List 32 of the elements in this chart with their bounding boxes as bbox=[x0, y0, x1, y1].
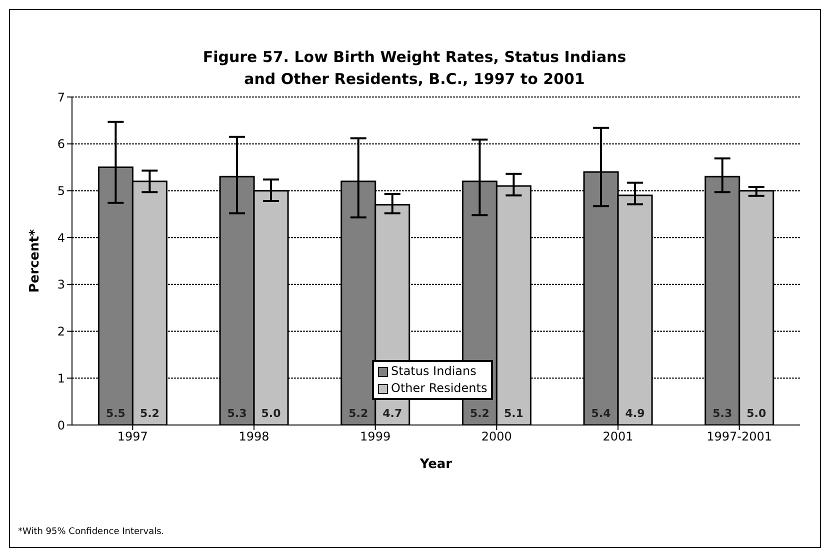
x-tick-label: 2000 bbox=[481, 430, 512, 444]
data-label: 4.7 bbox=[382, 407, 402, 420]
data-label: 5.3 bbox=[712, 407, 732, 420]
data-label: 5.2 bbox=[470, 407, 490, 420]
data-label: 5.4 bbox=[591, 407, 612, 420]
data-label: 4.9 bbox=[625, 407, 645, 420]
data-label: 5.3 bbox=[227, 407, 247, 420]
x-tick-label: 2001 bbox=[602, 430, 634, 444]
x-tick-label: 1998 bbox=[238, 430, 270, 444]
data-label: 5.2 bbox=[140, 407, 160, 420]
x-tick-label: 1999 bbox=[360, 430, 391, 444]
y-tick-label: 5 bbox=[57, 184, 65, 198]
y-tick-label: 2 bbox=[57, 324, 65, 339]
data-label: 5.5 bbox=[106, 407, 126, 420]
legend-label: Status Indians bbox=[390, 363, 478, 380]
y-tick-label: 6 bbox=[57, 137, 65, 152]
y-tick-label: 3 bbox=[57, 278, 65, 292]
x-axis-title: Year bbox=[418, 457, 453, 472]
data-label: 5.1 bbox=[504, 407, 524, 420]
legend-label: Other Residents bbox=[390, 380, 488, 397]
y-tick-label: 1 bbox=[57, 371, 65, 386]
y-tick-label: 7 bbox=[57, 90, 65, 104]
x-tick-label: 1997 bbox=[117, 430, 148, 444]
y-tick-label: 4 bbox=[57, 230, 65, 245]
y-axis-title: Percent* bbox=[28, 229, 43, 293]
chart-title: Figure 57. Low Birth Weight Rates, Status Indians and Other Residents, B.C., 1997 to 2001 bbox=[202, 47, 628, 90]
text: *With 95% Confidence Intervals. bbox=[18, 527, 164, 537]
data-label: 5.0 bbox=[746, 407, 766, 420]
data-label: 5.0 bbox=[261, 407, 282, 420]
x-tick-label: 1997-2001 bbox=[706, 430, 772, 444]
y-tick-label: 0 bbox=[57, 418, 65, 432]
data-label: 5.2 bbox=[348, 407, 368, 420]
